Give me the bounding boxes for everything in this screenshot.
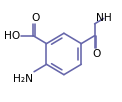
Text: O: O bbox=[92, 49, 101, 59]
Text: H₂N: H₂N bbox=[13, 74, 33, 84]
Text: HO: HO bbox=[4, 31, 20, 41]
Text: O: O bbox=[31, 13, 39, 23]
Text: NH: NH bbox=[96, 13, 112, 23]
